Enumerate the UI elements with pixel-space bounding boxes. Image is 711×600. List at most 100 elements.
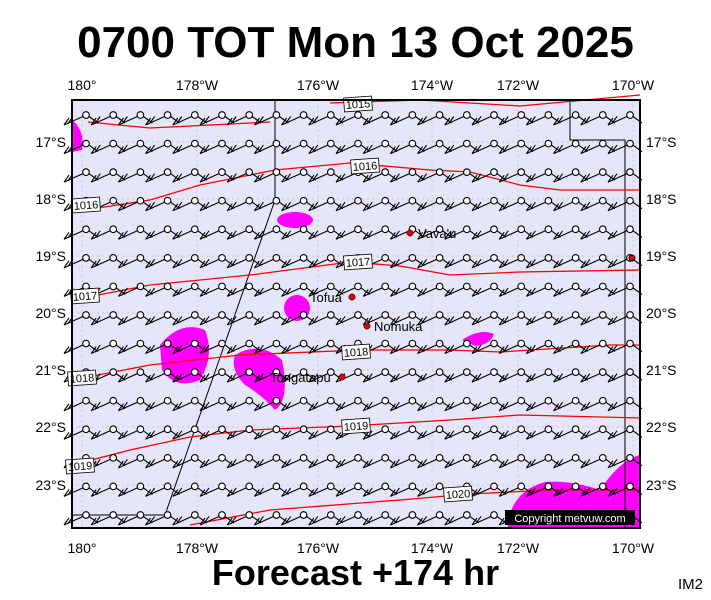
wind-barb [471,196,507,212]
station-circle [626,196,634,205]
latitude-label-left: 18°S [35,191,66,207]
station-circle [462,396,471,405]
station-circle [190,368,199,376]
wind-barb [117,368,153,383]
wind-barb [226,368,262,383]
wind-barb [226,311,262,326]
wind-barb [281,254,316,269]
wind-barb [226,139,262,155]
wind-barb [253,196,289,212]
station-circle [354,111,362,119]
station-circle [626,225,634,234]
station-circle [626,282,634,291]
station-circle [245,196,254,205]
station-circle [190,339,199,348]
wind-barb [199,254,235,269]
station-circle [626,139,634,148]
station-circle [571,139,580,148]
station-circle [272,368,281,376]
station-circle [190,482,199,491]
wind-barb [226,282,262,297]
station-circle [245,396,254,405]
station-circle [544,396,553,405]
wind-barb [117,282,153,297]
station-circle [109,482,118,491]
station-circle [626,482,634,491]
isobar-label: 1016 [71,196,101,214]
station-circle [218,225,226,234]
station-circle [598,311,607,319]
station-circle [544,368,553,376]
wind-barb [253,139,289,155]
longitude-label-top: 174°W [411,77,454,93]
station-circle [571,396,580,405]
station-circle [163,396,172,405]
wind-barb [199,339,235,355]
station-circle [598,225,607,234]
station-circle [381,139,390,148]
station-circle [408,339,417,348]
copyright-text: Copyright metvuw.com [514,513,625,525]
wind-barb [553,482,588,497]
isobar-value: 1015 [345,98,370,112]
precipitation-areas [72,120,640,528]
latitude-label-left: 19°S [35,248,66,264]
station-circle [109,368,118,376]
station-circle [272,482,281,491]
station-circle [354,511,362,519]
latitude-label-left: 22°S [35,419,66,435]
rain-area [72,120,83,152]
wind-barb [607,425,643,440]
station-circle [381,339,390,348]
station-circle [109,168,118,176]
station-circle [163,339,172,348]
station-circle [381,453,390,462]
station-circle [626,339,634,348]
wind-barb [389,168,425,183]
station-circle [408,482,417,491]
wind-barb [172,282,208,297]
station-circle [408,425,417,434]
latitude-label-right: 19°S [646,248,677,264]
station-circle [326,396,335,405]
station-circle [245,168,254,176]
wind-barb [498,111,534,126]
longitude-label-top: 170°W [612,77,655,93]
wind-barb [389,139,425,155]
isobar-label: 1017 [343,253,373,271]
longitude-label-top: 176°W [297,77,340,93]
station-circle [435,111,444,119]
station-circle [381,368,390,376]
station-circle [163,425,172,434]
wind-barb [417,425,452,440]
station-circle [598,396,607,405]
wind-barb [308,396,344,412]
place-marker [406,229,414,237]
wind-barb [389,453,425,469]
wind-barb [417,254,452,269]
wind-barb [417,511,452,526]
station-circle [435,311,444,319]
station-circle [462,511,471,519]
wind-barb [417,111,452,126]
longitude-label-bottom: 180° [68,540,97,556]
station-circle [544,453,553,462]
isobar-label: 1019 [341,417,371,435]
station-circle [517,482,526,491]
station-circle [408,368,417,376]
station-circle [326,282,335,291]
station-circle [272,111,281,119]
station-circle [517,196,526,205]
wind-barb [281,453,316,469]
station-circle [163,311,172,319]
station-circle [408,282,417,291]
station-circle [408,196,417,205]
station-circle [218,339,226,348]
station-circle [109,339,118,348]
wind-barb [498,196,534,212]
isobar-line [189,489,640,526]
wind-barb [389,196,425,212]
station-circle [435,453,444,462]
wind-barb [607,196,643,212]
copyright-box [505,510,635,525]
